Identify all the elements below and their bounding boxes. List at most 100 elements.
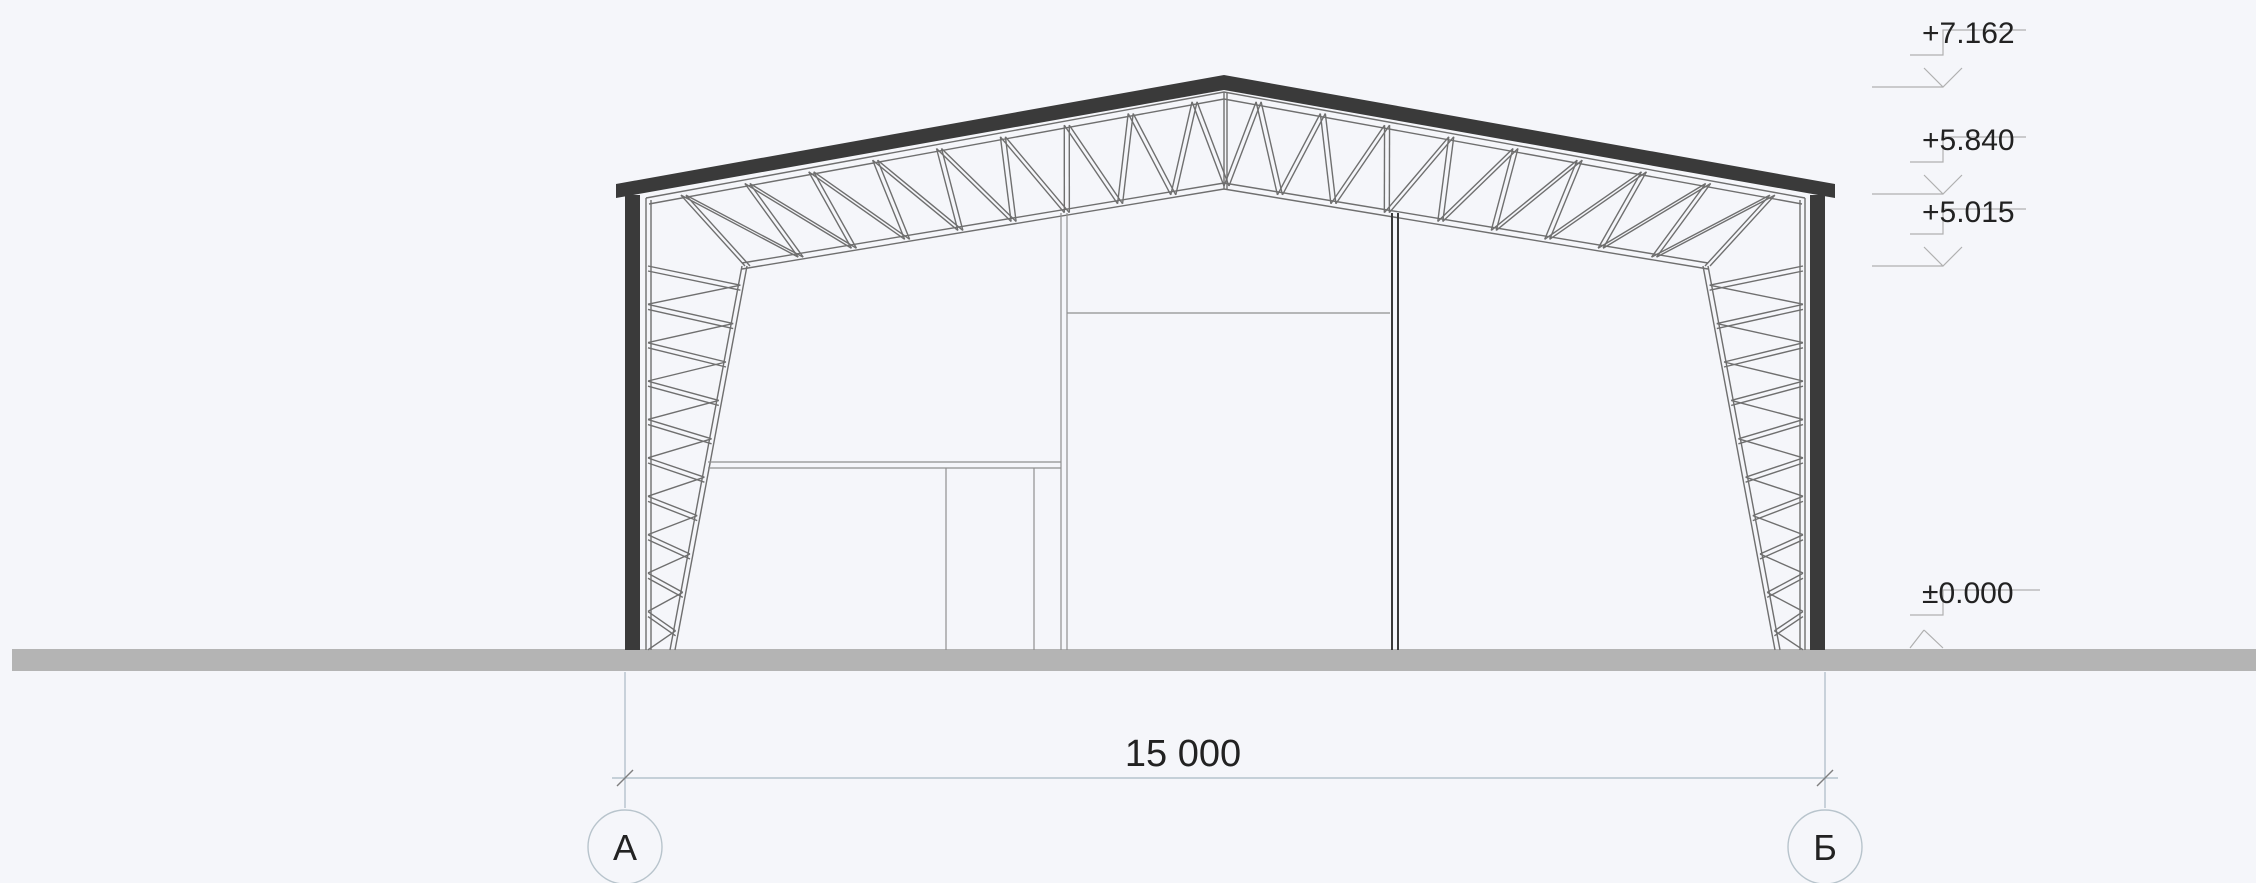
truss-diagonal [1544, 171, 1642, 240]
truss-diagonal [871, 159, 906, 240]
elevation-marker-eave: +5.840 [1872, 124, 2026, 195]
truss-diagonal [1330, 124, 1386, 205]
frame-leg-diagonal [1709, 284, 1804, 305]
truss-diagonal [685, 194, 804, 258]
truss-diagonal [1116, 113, 1129, 204]
truss-diagonal [1490, 159, 1578, 231]
frame-leg-diagonal [1738, 438, 1804, 459]
left-column [625, 195, 640, 650]
frame-leg-lattice [647, 265, 1804, 651]
truss-diagonal [1255, 101, 1279, 196]
frame-leg-diagonal [1752, 514, 1804, 536]
frame-leg-diagonal [647, 361, 727, 382]
truss-diagonal [1650, 183, 1707, 258]
frame-leg-diagonal [647, 270, 741, 291]
frame-leg-diagonal [647, 457, 705, 478]
roof-slab [616, 75, 1835, 198]
truss-diagonal [1319, 113, 1332, 204]
truss-diagonal [1490, 148, 1514, 231]
truss-diagonal [1175, 101, 1198, 196]
frame-leg-diagonal [1766, 577, 1804, 599]
right-column [1810, 195, 1825, 650]
truss-diagonal [1324, 113, 1337, 204]
truss-diagonal [1442, 136, 1455, 222]
frame-leg-diagonal [647, 476, 705, 497]
truss-diagonal [744, 183, 799, 258]
truss-diagonal [877, 159, 964, 231]
truss-web-members [680, 101, 1776, 267]
elevation-marker-ground: ±0.000 [1909, 577, 2040, 649]
truss-diagonal [680, 194, 799, 258]
truss-diagonal [749, 183, 804, 258]
grid-axis-a-label: А [613, 827, 637, 868]
truss-diagonal [1602, 182, 1712, 249]
truss-diagonal [808, 171, 906, 240]
elevation-label-top: +7.162 [1922, 17, 2015, 50]
truss-diagonal [1437, 136, 1450, 222]
roof-truss [645, 91, 1806, 270]
truss-diagonal [1656, 194, 1776, 258]
frame-leg-diagonal [647, 534, 691, 555]
truss-diagonal [1276, 113, 1321, 196]
frame-leg-diagonal [1709, 265, 1804, 286]
elevation-marker-top: +7.162 [1872, 17, 2026, 88]
truss-diagonal [872, 159, 959, 231]
truss-diagonal [1191, 101, 1225, 187]
frame-leg-diagonal [1745, 457, 1804, 478]
elevation-marker-chord: +5.015 [1872, 196, 2026, 267]
frame-leg-diagonal [1759, 553, 1804, 574]
elevation-label-chord: +5.015 [1922, 196, 2015, 229]
frame-leg-diagonal [1766, 572, 1804, 594]
frame-leg-diagonal [647, 462, 705, 483]
frame-leg-diagonal [1731, 380, 1804, 402]
truss-diagonal [1196, 101, 1230, 187]
truss-diagonal [1597, 171, 1643, 249]
frame-leg-diagonal [1774, 616, 1804, 637]
frame-leg-diagonal [1766, 591, 1804, 613]
truss-diagonal [999, 136, 1012, 222]
frame-leg-diagonal [1709, 270, 1804, 291]
truss-diagonal [1223, 101, 1257, 187]
frame-leg-diagonal [1752, 495, 1804, 517]
frame-leg-diagonal [647, 616, 676, 637]
truss-diagonal [941, 147, 1017, 223]
frame-leg-diagonal [1759, 534, 1804, 555]
frame-leg-diagonal [1723, 347, 1804, 368]
frame-leg-diagonal [647, 572, 684, 594]
frame-leg-diagonal [1723, 342, 1804, 363]
truss-diagonal [1170, 101, 1193, 196]
frame-leg-diagonal [1745, 462, 1804, 483]
elevation-label-ground: ±0.000 [1922, 577, 2014, 610]
truss-diagonal [1597, 182, 1707, 249]
frame-leg-diagonal [647, 611, 676, 632]
truss-diagonal [1651, 194, 1771, 258]
frame-leg-diagonal [1716, 303, 1804, 325]
grid-axis-a: А [587, 790, 663, 883]
frame-leg-diagonal [647, 418, 712, 440]
frame-leg-diagonal [647, 500, 698, 522]
truss-diagonal [876, 159, 911, 240]
frame-leg-diagonal [1745, 476, 1804, 497]
frame-leg-diagonal [647, 265, 741, 286]
frame-leg-diagonal [647, 591, 684, 613]
truss-diagonal [813, 171, 858, 249]
frame-leg-diagonal [1738, 423, 1804, 445]
truss-diagonal [749, 182, 857, 249]
frame-leg-diagonal [647, 385, 719, 407]
frame-leg-diagonal [1723, 361, 1804, 382]
frame-leg-diagonal [647, 284, 741, 305]
span-dimension: 15 000 [612, 672, 1838, 790]
truss-diagonal [813, 171, 911, 240]
frame-leg-diagonal [647, 577, 684, 599]
truss-diagonal [1655, 183, 1712, 258]
frame-leg-diagonal [647, 303, 734, 325]
frame-leg-diagonal [647, 423, 712, 445]
frame-leg-diagonal [1774, 611, 1804, 632]
truss-diagonal [1068, 124, 1124, 205]
frame-leg-diagonal [1752, 500, 1804, 522]
truss-diagonal [1281, 113, 1326, 196]
frame-leg-diagonal [1716, 308, 1804, 330]
truss-diagonal [1132, 113, 1177, 196]
grid-axis-b-label: Б [1813, 827, 1837, 868]
